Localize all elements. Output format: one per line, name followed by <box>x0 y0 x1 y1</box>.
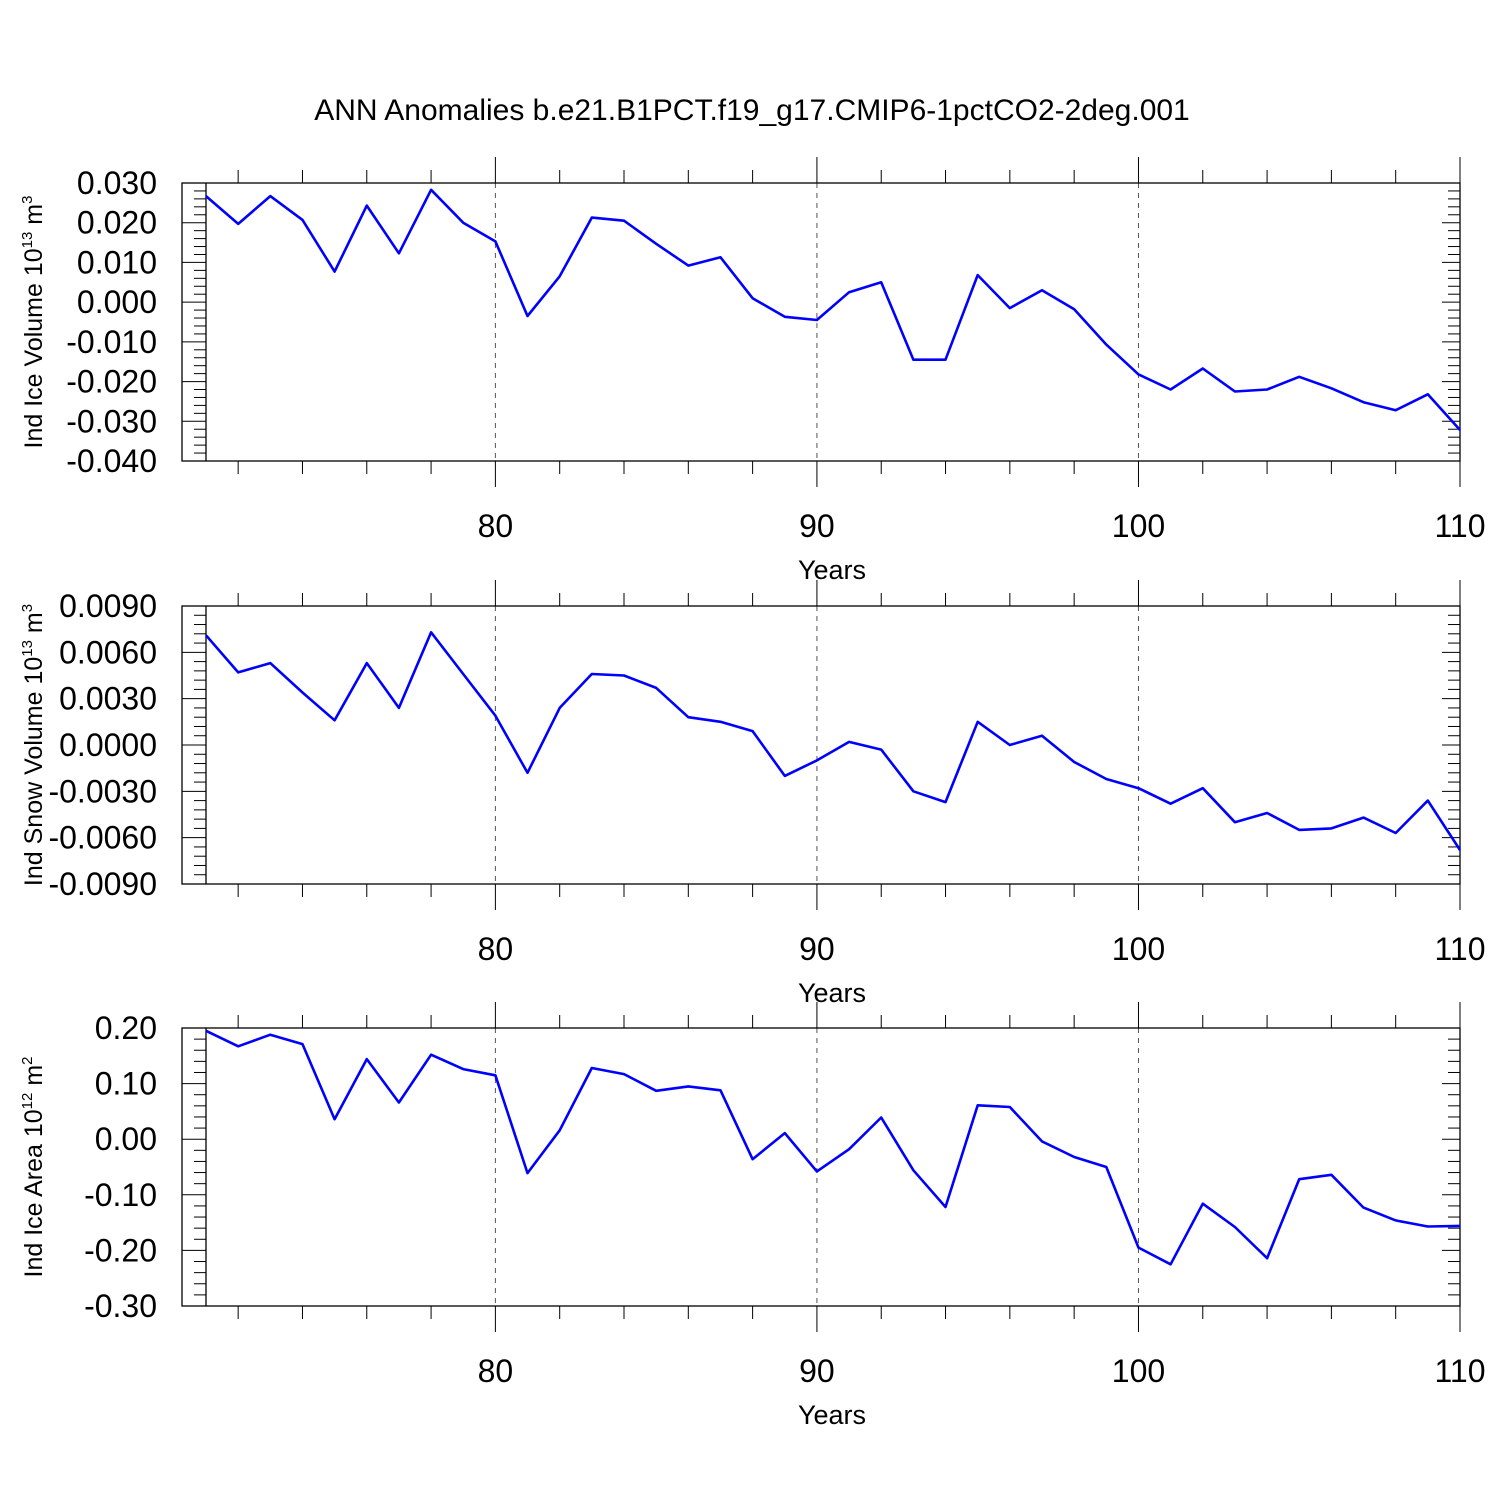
y-axis-title-superscript: 13 <box>19 232 36 249</box>
y-tick-label: 0.030 <box>77 165 157 201</box>
y-axis-title-text: Ind Ice Area 10 <box>20 1109 48 1277</box>
plot-frame <box>181 182 1461 462</box>
x-tick-label: 90 <box>799 1353 835 1389</box>
y-tick-label: -0.020 <box>66 364 157 400</box>
plot-frame <box>181 605 1461 885</box>
x-axis-title: Years <box>798 555 866 585</box>
y-tick-label: 0.0000 <box>59 727 157 763</box>
data-series-line <box>205 188 1461 431</box>
data-series-line <box>205 630 1462 851</box>
y-axis-title-text: Ind Snow Volume 10 <box>20 657 48 886</box>
y-tick-label: 0.0030 <box>59 681 157 717</box>
y-axis-title-superscript: 13 <box>19 640 36 657</box>
figure-title: ANN Anomalies b.e21.B1PCT.f19_g17.CMIP6-… <box>314 94 1190 127</box>
chart-panel-2: -0.0090 -0.0060 -0.0030 0.0000 0.0030 0.0060 0… <box>19 580 1486 1008</box>
data-series-line <box>205 1029 1461 1266</box>
x-tick-label: 110 <box>1434 508 1485 544</box>
y-axis-title-text: Ind Ice Volume 10 <box>20 248 48 448</box>
x-axis-title: Years <box>798 1400 866 1430</box>
x-tick-label: 110 <box>1434 931 1485 967</box>
y-tick-label: 0.020 <box>77 205 157 241</box>
y-tick-label: -0.0090 <box>48 866 157 902</box>
x-tick-label: 110 <box>1434 1353 1485 1389</box>
y-tick-label: -0.010 <box>66 324 157 360</box>
chart-panel-3: -0.30 -0.20 -0.10 0.00 0.10 0.20 80 90 100 110 Yea… <box>19 1002 1486 1430</box>
y-tick-label: -0.20 <box>84 1232 157 1268</box>
y-tick-label: 0.20 <box>95 1010 157 1046</box>
x-tick-label: 100 <box>1112 1353 1165 1389</box>
x-tick-label: 90 <box>799 931 835 967</box>
y-axis-title-superscript: 3 <box>19 196 36 204</box>
y-tick-label: -0.040 <box>66 443 157 479</box>
y-tick-label: -0.10 <box>84 1177 157 1213</box>
y-axis-title-superscript: 2 <box>19 1057 36 1065</box>
y-tick-label: -0.030 <box>66 403 157 439</box>
x-tick-label: 80 <box>478 508 514 544</box>
y-tick-label: -0.0060 <box>48 820 157 856</box>
y-axis-title: Ind Ice Volume 1013 m3 <box>19 196 48 449</box>
y-tick-label: -0.0030 <box>48 773 157 809</box>
y-tick-label: 0.0060 <box>59 634 157 670</box>
x-tick-label: 80 <box>478 1353 514 1389</box>
y-axis-title-text: m <box>20 1065 48 1093</box>
y-axis-title: Ind Snow Volume 1013 m3 <box>19 604 48 886</box>
y-axis-title-superscript: 12 <box>19 1093 36 1110</box>
y-axis-title-superscript: 3 <box>19 604 36 612</box>
y-axis-title: Ind Ice Area 1012 m2 <box>19 1057 48 1278</box>
plot-frame <box>181 1027 1461 1307</box>
y-tick-label: 0.000 <box>77 284 157 320</box>
y-axis-title-text: m <box>20 204 48 232</box>
y-tick-label: 0.010 <box>77 244 157 280</box>
x-tick-label: 100 <box>1112 931 1165 967</box>
y-tick-label: 0.00 <box>95 1121 157 1157</box>
y-tick-label: 0.0090 <box>59 588 157 624</box>
x-tick-label: 80 <box>478 931 514 967</box>
y-axis-title-text: m <box>20 612 48 640</box>
x-tick-label: 90 <box>799 508 835 544</box>
y-tick-label: 0.10 <box>95 1066 157 1102</box>
x-axis-title: Years <box>798 978 866 1008</box>
y-tick-label: -0.30 <box>84 1288 157 1324</box>
x-tick-label: 100 <box>1112 508 1165 544</box>
